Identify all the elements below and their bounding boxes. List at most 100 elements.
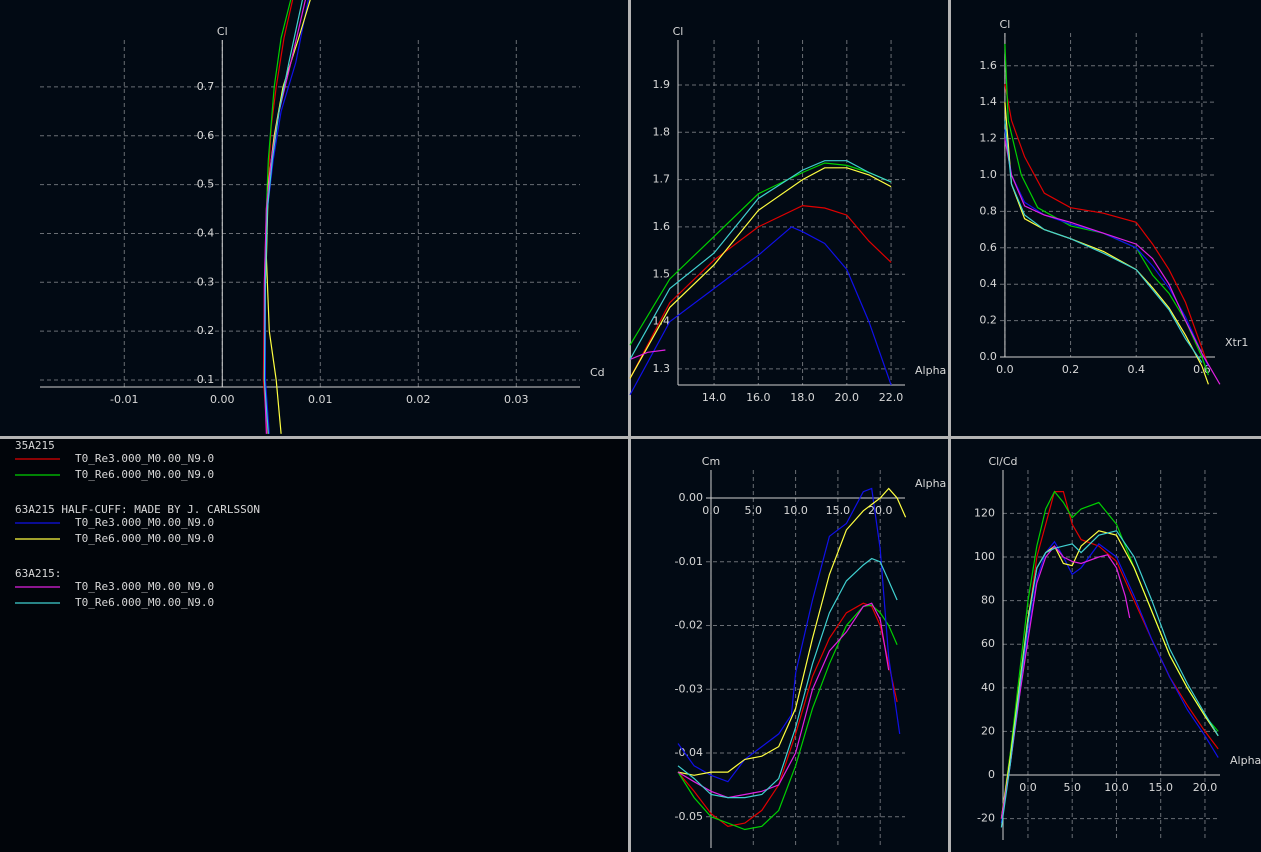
polar-curve — [1004, 129, 1209, 367]
polar-curve — [629, 160, 892, 360]
x-tick-label: 0.0 — [1019, 781, 1037, 794]
y-tick-label: 1.9 — [653, 78, 671, 91]
legend-entry: T0_Re6.000_M0.00_N9.0 — [75, 532, 214, 545]
separator — [0, 436, 1261, 439]
x-tick-label: 0.2 — [1062, 363, 1080, 376]
x-tick-label: 5.0 — [1063, 781, 1081, 794]
x-tick-label: 20.0 — [868, 504, 893, 517]
y-tick-label: 0.4 — [197, 226, 215, 239]
y-axis-label: Cl — [1000, 18, 1011, 31]
y-axis-label: Cl — [217, 25, 228, 38]
y-tick-label: 1.2 — [979, 132, 997, 145]
polar-curve — [629, 349, 666, 360]
y-tick-label: -0.01 — [675, 555, 703, 568]
y-axis-label: Cl/Cd — [988, 455, 1017, 468]
y-tick-label: 0.6 — [197, 129, 215, 142]
legend-panel — [0, 439, 629, 852]
y-tick-label: 0.6 — [979, 241, 997, 254]
y-tick-label: 1.6 — [653, 220, 671, 233]
polar-curve — [677, 557, 898, 799]
x-tick-label: 5.0 — [745, 504, 763, 517]
y-tick-label: 1.6 — [979, 59, 997, 72]
polar-curve — [263, 0, 303, 434]
x-tick-label: 0.01 — [308, 393, 333, 406]
y-axis-label: Cm — [702, 455, 720, 468]
y-tick-label: 100 — [974, 550, 995, 563]
polar-curve — [1004, 138, 1221, 385]
polar-curve — [677, 604, 898, 831]
x-tick-label: 0.03 — [504, 393, 529, 406]
x-axis-label: Alpha — [1230, 754, 1261, 767]
y-tick-label: 1.4 — [979, 95, 997, 108]
y-tick-label: 40 — [981, 681, 995, 694]
y-tick-label: 1.7 — [653, 173, 671, 186]
x-axis-label: Cd — [590, 366, 605, 379]
y-tick-label: 0 — [988, 768, 995, 781]
y-tick-label: 0.8 — [979, 204, 997, 217]
y-tick-label: 1.4 — [653, 315, 671, 328]
x-tick-label: 10.0 — [1104, 781, 1129, 794]
x-tick-label: 0.02 — [406, 393, 431, 406]
separator — [948, 0, 951, 852]
y-tick-label: -0.03 — [675, 682, 703, 695]
y-tick-label: 0.3 — [197, 275, 215, 288]
legend-group-title: 63A215 HALF-CUFF: MADE BY J. CARLSSON — [15, 503, 260, 516]
y-tick-label: 0.0 — [979, 350, 997, 363]
legend-group-title: 63A215: — [15, 567, 61, 580]
polar-curve — [629, 204, 892, 379]
polar-curve — [1000, 545, 1131, 819]
legend-entry: T0_Re3.000_M0.00_N9.0 — [75, 452, 214, 465]
legend-entry: T0_Re6.000_M0.00_N9.0 — [75, 596, 214, 609]
y-tick-label: 0.1 — [197, 373, 215, 386]
y-tick-label: 0.2 — [979, 314, 997, 327]
polar-curve — [629, 226, 892, 396]
polar-curve — [1000, 530, 1219, 828]
x-tick-label: 22.0 — [879, 391, 904, 404]
x-tick-label: 10.0 — [783, 504, 808, 517]
y-tick-label: -0.05 — [675, 810, 703, 823]
legend-entry: T0_Re3.000_M0.00_N9.0 — [75, 516, 214, 529]
x-axis-label: Alpha — [915, 364, 946, 377]
y-tick-label: 1.5 — [653, 267, 671, 280]
x-tick-label: 15.0 — [1148, 781, 1173, 794]
y-tick-label: -0.02 — [675, 619, 703, 632]
legend-group-title: 35A215 — [15, 439, 55, 452]
y-tick-label: -20 — [977, 812, 995, 825]
y-tick-label: 0.4 — [979, 277, 997, 290]
x-tick-label: -0.01 — [110, 393, 138, 406]
y-tick-label: 20 — [981, 724, 995, 737]
polar-curve — [1004, 120, 1203, 363]
y-tick-label: 0.00 — [678, 491, 703, 504]
y-tick-label: 1.0 — [979, 168, 997, 181]
y-axis-label: Cl — [673, 25, 684, 38]
legend-entry: T0_Re3.000_M0.00_N9.0 — [75, 580, 214, 593]
y-tick-label: 60 — [981, 637, 995, 650]
y-tick-label: 80 — [981, 594, 995, 607]
polar-curve — [629, 167, 892, 379]
y-tick-label: 1.8 — [653, 125, 671, 138]
x-tick-label: 16.0 — [746, 391, 771, 404]
polar-curve — [1000, 540, 1219, 824]
legend-entry: T0_Re6.000_M0.00_N9.0 — [75, 468, 214, 481]
y-tick-label: 1.3 — [653, 362, 671, 375]
polar-curve — [1004, 102, 1209, 385]
y-tick-label: 0.7 — [197, 80, 215, 93]
polar-curve — [1004, 83, 1209, 367]
x-tick-label: 0.4 — [1127, 363, 1145, 376]
polar-curve — [262, 0, 294, 434]
polar-curve — [629, 162, 892, 346]
x-tick-label: 0.6 — [1193, 363, 1211, 376]
y-tick-label: 0.2 — [197, 324, 215, 337]
y-tick-label: -0.04 — [675, 746, 703, 759]
x-tick-label: 20.0 — [1193, 781, 1218, 794]
x-tick-label: 0.0 — [996, 363, 1014, 376]
x-tick-label: 15.0 — [826, 504, 851, 517]
polar-curve — [677, 487, 901, 783]
x-tick-label: 14.0 — [702, 391, 727, 404]
x-tick-label: 0.00 — [210, 393, 235, 406]
polar-curve — [677, 487, 907, 776]
x-tick-label: 20.0 — [835, 391, 860, 404]
y-tick-label: 120 — [974, 506, 995, 519]
